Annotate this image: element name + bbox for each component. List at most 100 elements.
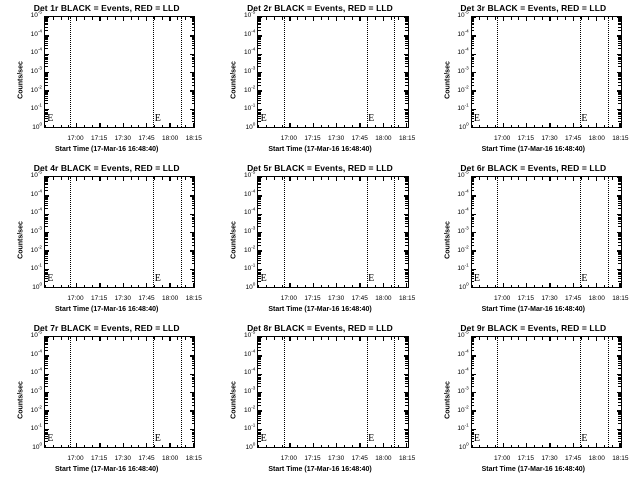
y-tick-minor	[191, 208, 195, 210]
y-tick-minor	[471, 91, 475, 93]
x-tick-minor	[320, 284, 322, 287]
y-tick-minor	[405, 92, 408, 94]
y-tick-minor	[618, 392, 621, 394]
x-tick-minor	[351, 284, 353, 287]
y-tick-minor	[258, 198, 261, 200]
x-tick-minor	[580, 17, 582, 20]
y-tick-minor	[258, 415, 261, 417]
y-tick-major	[190, 355, 195, 357]
y-tick-minor	[258, 360, 261, 362]
y-tick-minor	[471, 419, 475, 421]
y-tick-minor	[618, 423, 621, 425]
x-tick-minor	[557, 284, 559, 287]
y-tick-minor	[258, 197, 261, 199]
y-tick-minor	[618, 217, 621, 219]
x-tick-minor	[518, 284, 520, 287]
y-tick-minor	[191, 374, 195, 376]
y-tick-minor	[45, 93, 48, 95]
y-tick-minor	[45, 252, 48, 254]
x-tick-minor	[320, 124, 322, 127]
y-tick-minor	[258, 182, 261, 184]
y-tick-label: 10-4	[244, 47, 256, 57]
y-tick-minor	[258, 364, 261, 366]
y-tick-minor	[191, 22, 195, 24]
y-tick-major	[616, 17, 621, 19]
x-tick-minor	[533, 17, 535, 20]
y-tick-minor	[191, 397, 195, 399]
y-tick-minor	[405, 74, 408, 76]
x-tick-minor	[60, 124, 62, 127]
y-tick-minor	[258, 73, 261, 75]
y-tick-minor	[471, 200, 475, 202]
x-tick-minor	[487, 337, 489, 340]
x-tick-minor	[572, 284, 574, 287]
x-tick-minor	[374, 337, 376, 340]
y-tick-minor	[471, 274, 475, 276]
y-tick-minor	[471, 438, 475, 440]
y-tick-minor	[191, 99, 195, 101]
y-tick-minor	[618, 415, 621, 417]
x-tick-label: 17:15	[304, 454, 321, 462]
y-tick-minor	[258, 430, 261, 432]
y-tick-minor	[405, 356, 408, 358]
y-tick-minor	[191, 233, 195, 235]
x-tick-minor	[541, 17, 543, 20]
x-tick-minor	[398, 444, 400, 447]
x-tick-label: 17:15	[91, 454, 108, 462]
y-tick-major	[471, 250, 476, 252]
x-tick-minor	[471, 17, 473, 20]
y-tick-minor	[618, 412, 621, 414]
x-tick-minor	[60, 17, 62, 20]
y-tick-minor	[258, 404, 261, 406]
y-tick-minor	[618, 204, 621, 206]
x-tick-minor	[161, 337, 163, 340]
y-tick-minor	[45, 109, 48, 111]
x-tick-minor	[312, 124, 314, 127]
event-vertical-line	[497, 17, 499, 127]
y-tick-minor	[45, 73, 48, 75]
y-tick-minor	[618, 386, 621, 388]
x-tick-minor	[502, 337, 504, 340]
y-tick-minor	[45, 270, 48, 272]
y-tick-minor	[191, 359, 195, 361]
x-tick-minor	[549, 124, 551, 127]
x-tick-label: 17:15	[304, 134, 321, 142]
x-tick-minor	[192, 337, 194, 340]
x-tick-minor	[406, 17, 408, 20]
x-tick-minor	[304, 17, 306, 20]
y-tick-minor	[191, 358, 195, 360]
y-tick-minor	[258, 393, 261, 395]
y-tick-minor	[471, 17, 475, 19]
y-tick-minor	[258, 94, 261, 96]
x-tick-minor	[266, 284, 268, 287]
x-tick-minor	[494, 124, 496, 127]
x-tick-minor	[479, 337, 481, 340]
y-tick-minor	[618, 232, 621, 234]
y-tick-minor	[45, 29, 48, 31]
y-tick-minor	[258, 76, 261, 78]
y-tick-minor	[45, 94, 48, 96]
x-axis-label: Start Time (17-Mar-16 16:48:40)	[481, 306, 585, 313]
x-tick-minor	[52, 444, 54, 447]
y-tick-minor	[618, 202, 621, 204]
y-tick-label: 10-4	[244, 367, 256, 377]
x-tick-label: 18:15	[398, 134, 416, 142]
event-vertical-line	[579, 177, 582, 287]
y-tick-minor	[618, 233, 621, 235]
y-tick-minor	[45, 197, 48, 199]
y-tick-minor	[45, 394, 48, 396]
y-tick-minor	[191, 74, 195, 76]
y-tick-minor	[471, 435, 475, 437]
x-tick-minor	[161, 444, 163, 447]
event-vertical-line	[153, 17, 155, 127]
y-tick-minor	[618, 411, 621, 413]
event-marker-label: E	[368, 432, 375, 444]
y-tick-major	[190, 177, 195, 179]
y-tick-minor	[405, 60, 408, 62]
y-tick-label: 10-2	[457, 404, 469, 414]
y-tick-minor	[45, 22, 48, 24]
y-tick-minor	[258, 181, 261, 183]
y-tick-minor	[45, 54, 48, 56]
y-tick-minor	[258, 241, 261, 243]
x-tick-minor	[107, 17, 109, 20]
